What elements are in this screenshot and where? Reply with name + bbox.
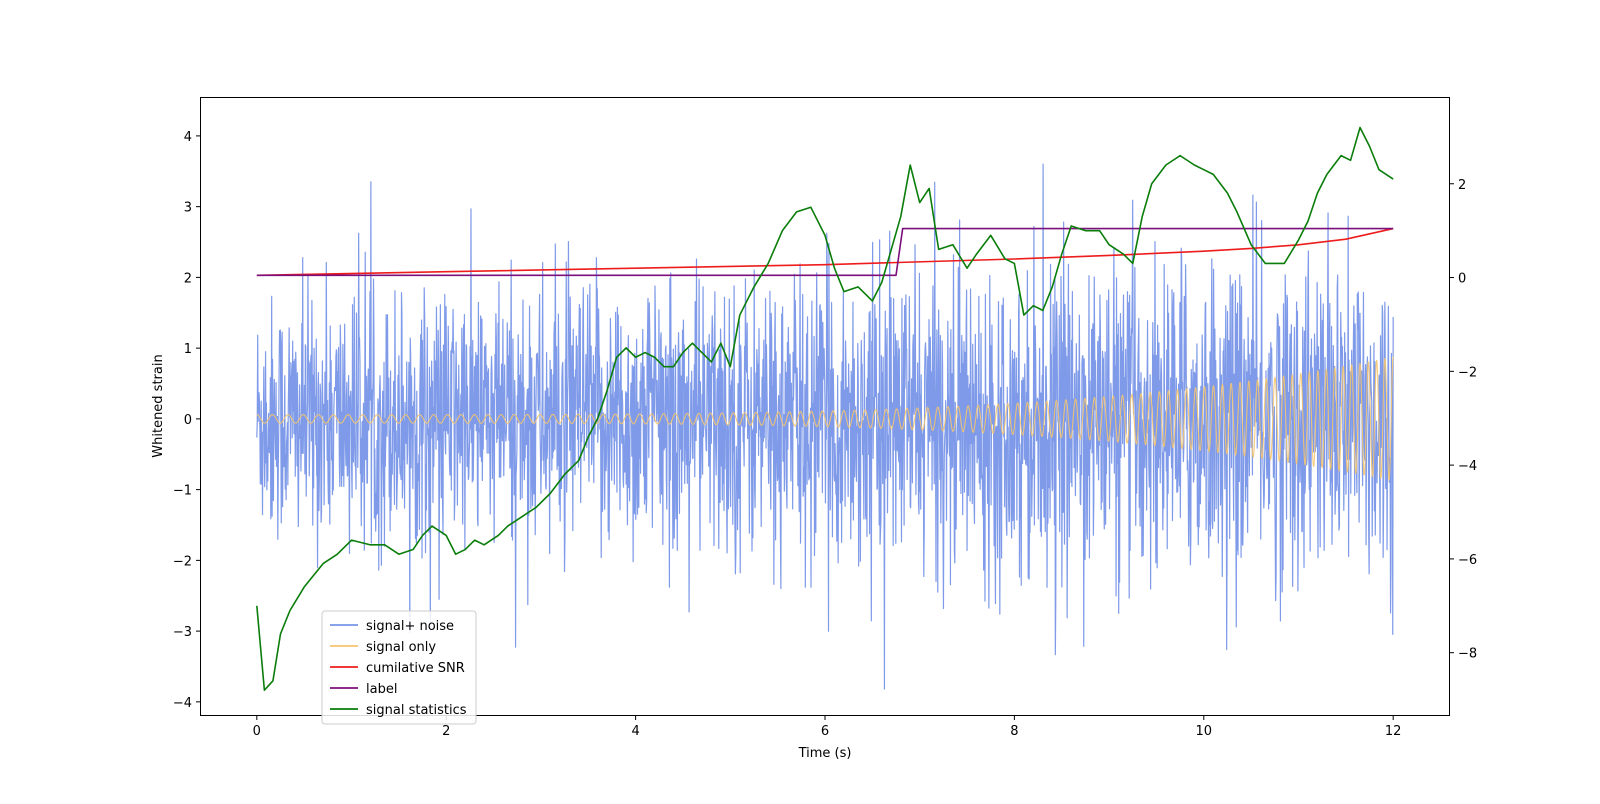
y-tick-label: −4 (173, 696, 192, 711)
y-tick-label: 2 (184, 271, 192, 286)
y2-tick-label: −2 (1458, 365, 1477, 380)
y-tick-label: 0 (184, 413, 192, 428)
series-line-signal-only (256, 356, 1394, 481)
legend-label-cumilative-snr: cumilative SNR (366, 661, 465, 676)
y2-tick-label: 2 (1458, 178, 1466, 193)
y-tick-label: 1 (184, 342, 192, 357)
x-tick-label: 4 (631, 724, 639, 739)
x-tick-label: 0 (253, 724, 261, 739)
y-tick-label: −1 (173, 484, 192, 499)
series-line-signal-noise (256, 163, 1394, 690)
legend: signal+ noise signal only cumilative SNR la… (321, 610, 477, 725)
y-tick-label: 4 (184, 130, 192, 145)
legend-label-label: label (366, 682, 397, 697)
y2-tick-label: 0 (1458, 272, 1466, 287)
series-line-signal-statistics (256, 126, 1394, 692)
plot-area-frame (200, 97, 1450, 716)
y2-tick-label: −6 (1458, 553, 1477, 568)
y2-tick-label: −4 (1458, 459, 1477, 474)
legend-label-signal-only: signal only (366, 640, 436, 655)
x-tick-label: 2 (442, 724, 450, 739)
x-tick-label: 8 (1010, 724, 1018, 739)
legend-box (321, 610, 477, 725)
x-tick-label: 6 (821, 724, 829, 739)
y-tick-label: −3 (173, 625, 192, 640)
x-axis-label: Time (s) (798, 746, 852, 761)
series-line-label (256, 227, 1394, 277)
y-tick-label: 3 (184, 201, 192, 216)
y2-tick-label: −8 (1458, 647, 1477, 662)
y-axis-label: Whitened strain (151, 354, 166, 457)
legend-label-signal-noise: signal+ noise (366, 619, 454, 634)
x-tick-label: 10 (1196, 724, 1213, 739)
legend-label-signal-statistics: signal statistics (366, 703, 467, 718)
y-tick-label: −2 (173, 554, 192, 569)
series-line-cumilative-snr (256, 227, 1394, 277)
x-tick-label: 12 (1385, 724, 1402, 739)
series-layer (256, 126, 1394, 692)
